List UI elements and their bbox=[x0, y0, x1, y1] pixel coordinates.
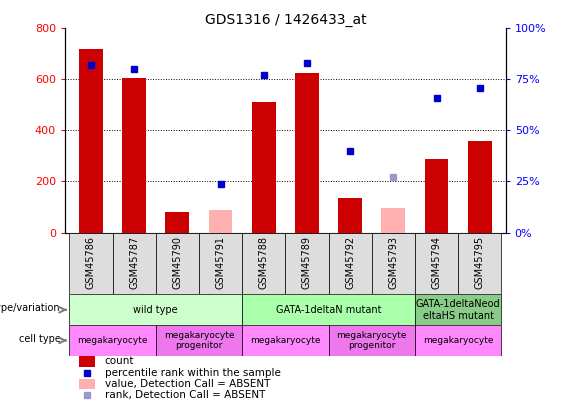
Bar bbox=[79, 49, 103, 232]
Bar bbox=[199, 232, 242, 294]
Text: percentile rank within the sample: percentile rank within the sample bbox=[105, 368, 280, 378]
Bar bbox=[338, 198, 362, 232]
Text: GATA-1deltaN mutant: GATA-1deltaN mutant bbox=[276, 305, 381, 315]
Text: GSM45795: GSM45795 bbox=[475, 236, 485, 289]
Text: GSM45794: GSM45794 bbox=[432, 236, 441, 289]
Bar bbox=[69, 325, 156, 356]
Bar bbox=[415, 294, 501, 325]
Text: value, Detection Call = ABSENT: value, Detection Call = ABSENT bbox=[105, 379, 270, 389]
Text: wild type: wild type bbox=[133, 305, 178, 315]
Text: megakaryocyte: megakaryocyte bbox=[77, 336, 148, 345]
Text: GSM45793: GSM45793 bbox=[388, 236, 398, 289]
Text: rank, Detection Call = ABSENT: rank, Detection Call = ABSENT bbox=[105, 390, 265, 400]
Bar bbox=[69, 232, 112, 294]
Text: megakaryocyte
progenitor: megakaryocyte progenitor bbox=[337, 331, 407, 350]
Text: GSM45788: GSM45788 bbox=[259, 236, 269, 289]
Text: GSM45786: GSM45786 bbox=[86, 236, 96, 289]
Bar bbox=[242, 232, 285, 294]
Bar bbox=[381, 208, 405, 232]
Bar bbox=[415, 232, 458, 294]
Text: count: count bbox=[105, 356, 134, 367]
Bar bbox=[328, 325, 415, 356]
Text: GSM45791: GSM45791 bbox=[215, 236, 225, 289]
Bar bbox=[208, 209, 232, 232]
Text: cell type: cell type bbox=[19, 334, 60, 344]
Bar bbox=[415, 325, 501, 356]
Bar bbox=[328, 232, 372, 294]
Text: megakaryocyte
progenitor: megakaryocyte progenitor bbox=[164, 331, 234, 350]
Text: megakaryocyte: megakaryocyte bbox=[250, 336, 320, 345]
Bar bbox=[372, 232, 415, 294]
Text: genotype/variation: genotype/variation bbox=[0, 303, 60, 313]
Bar bbox=[242, 325, 328, 356]
Bar bbox=[79, 379, 95, 390]
Bar bbox=[242, 294, 415, 325]
Text: GSM45790: GSM45790 bbox=[172, 236, 182, 289]
Text: GATA-1deltaNeod
eltaHS mutant: GATA-1deltaNeod eltaHS mutant bbox=[416, 299, 501, 321]
Bar bbox=[69, 294, 242, 325]
Bar bbox=[122, 78, 146, 232]
Bar bbox=[252, 102, 276, 232]
Bar bbox=[458, 232, 501, 294]
Text: GSM45787: GSM45787 bbox=[129, 236, 139, 289]
Text: megakaryocyte: megakaryocyte bbox=[423, 336, 493, 345]
Bar bbox=[112, 232, 156, 294]
Text: GSM45792: GSM45792 bbox=[345, 236, 355, 289]
Bar bbox=[79, 356, 95, 367]
Bar bbox=[295, 73, 319, 232]
Title: GDS1316 / 1426433_at: GDS1316 / 1426433_at bbox=[205, 13, 366, 27]
Bar bbox=[156, 232, 199, 294]
Bar bbox=[166, 212, 189, 232]
Text: GSM45789: GSM45789 bbox=[302, 236, 312, 289]
Bar bbox=[285, 232, 328, 294]
Bar bbox=[425, 158, 449, 232]
Bar bbox=[468, 141, 492, 232]
Bar bbox=[156, 325, 242, 356]
